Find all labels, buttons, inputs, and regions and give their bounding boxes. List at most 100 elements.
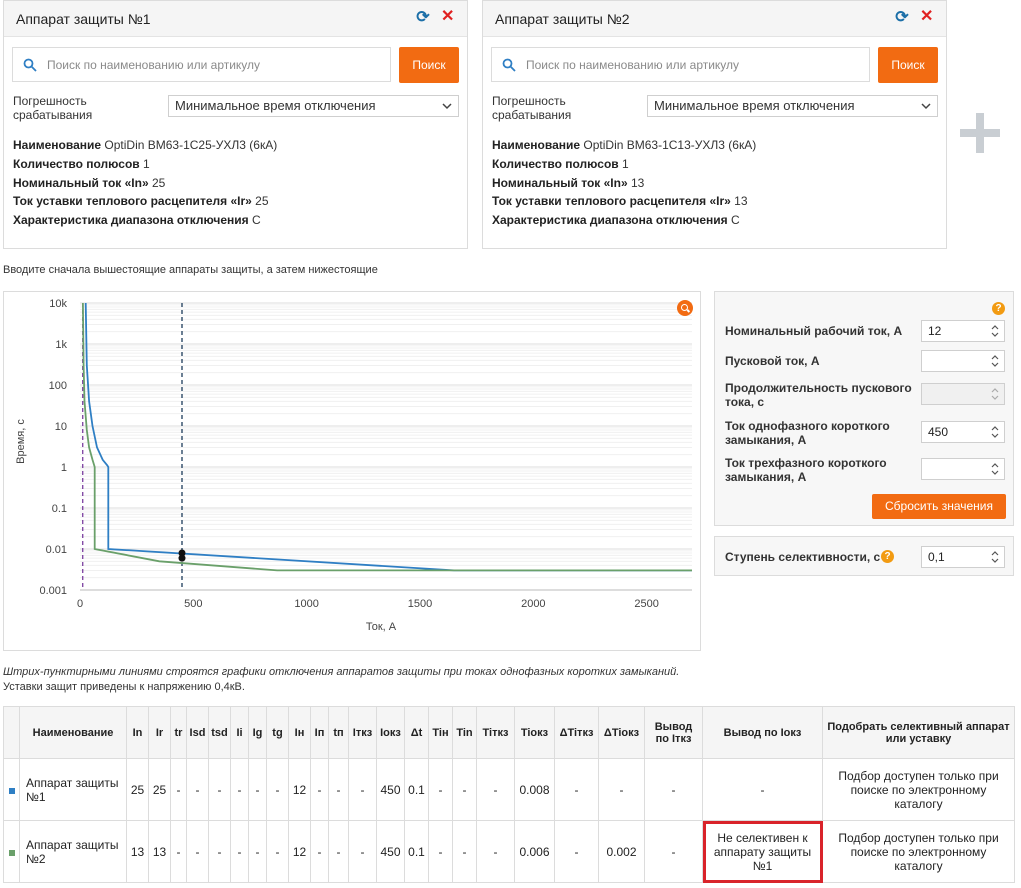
table-cell: -: [554, 820, 599, 883]
info-characteristic: Характеристика диапазона отключения C: [13, 213, 261, 227]
sc3-label: Ток трехфазного короткого замыкания, А: [725, 456, 887, 484]
y-tick-label: 0.1: [52, 503, 67, 515]
spinner-icon[interactable]: [990, 549, 1000, 565]
series-color-square: [8, 849, 15, 856]
accuracy-select-value: Минимальное время отключения: [175, 98, 376, 113]
order-hint: Вводите сначала вышестоящие аппараты защ…: [3, 264, 378, 276]
table-cell: -: [476, 820, 515, 883]
info-label: Количество полюсов: [13, 157, 140, 171]
search-icon: [23, 58, 37, 72]
table-cell: -: [428, 820, 453, 883]
refresh-icon[interactable]: ⟳: [416, 9, 430, 26]
series-color-square: [8, 787, 15, 794]
table-cell: 13: [148, 820, 171, 883]
start-duration-label: Продолжительность пускового тока, с: [725, 381, 912, 409]
panel-header: Аппарат защиты №1 ⟳ ✕: [4, 1, 467, 37]
sc1-input[interactable]: 450: [921, 421, 1005, 443]
header-cell: Isd: [186, 706, 209, 759]
selectivity-step-label: Ступень селективности, с: [725, 550, 881, 564]
header-cell: Ir: [148, 706, 171, 759]
chevron-down-icon: [442, 103, 452, 110]
table-cell: -: [170, 758, 187, 821]
search-input[interactable]: [45, 55, 375, 75]
search-input[interactable]: [524, 55, 854, 75]
series-marker: [3, 820, 20, 883]
x-tick-label: 1000: [294, 598, 318, 610]
y-axis-label: Время, с: [15, 419, 27, 464]
device-panel-1: Аппарат защиты №1 ⟳ ✕ Поиск Погрешность …: [3, 0, 468, 249]
info-name: Наименование OptiDin ВМ63-1С13-УХЛ3 (6кА…: [492, 138, 756, 152]
help-icon[interactable]: ?: [992, 302, 1005, 315]
start-duration-input[interactable]: [921, 383, 1005, 405]
info-value: 25: [151, 176, 166, 190]
header-cell: Iткз: [348, 706, 377, 759]
spinner-icon[interactable]: [990, 353, 1000, 369]
add-device-plus-icon[interactable]: [960, 113, 1000, 153]
close-icon[interactable]: ✕: [441, 8, 455, 25]
info-poles: Количество полюсов 1: [492, 157, 629, 171]
table-header-row: Наименование In Ir tr Isd tsd Ii Ig tg I…: [3, 706, 1015, 759]
sc3-input[interactable]: [921, 458, 1005, 480]
results-table: Наименование In Ir tr Isd tsd Ii Ig tg I…: [3, 706, 1015, 883]
spinner-icon[interactable]: [990, 323, 1000, 339]
help-icon[interactable]: ?: [881, 550, 894, 563]
header-cell: ΔTiткз: [554, 706, 599, 759]
x-tick-label: 2500: [634, 598, 658, 610]
info-label: Характеристика диапазона отключения: [492, 213, 728, 227]
info-thermal: Ток уставки теплового расцепителя «Ir» 1…: [492, 194, 748, 208]
info-label: Номинальный ток «In»: [492, 176, 628, 190]
intersection-point: [178, 554, 186, 562]
table-cell: -: [476, 758, 515, 821]
selectivity-step-panel: Ступень селективности, с ? 0,1: [714, 536, 1014, 576]
trip-curve: [82, 302, 692, 572]
accuracy-label: Погрешность срабатывания: [492, 94, 572, 122]
table-cell: -: [452, 758, 477, 821]
table-cell: 0.1: [404, 758, 429, 821]
time-current-chart: 10k 1k 100 10 1 0.1 0.01 0.001 0 500 1000 1500 2000 2…: [15, 298, 692, 633]
x-tick-label: 500: [184, 598, 202, 610]
refresh-icon[interactable]: ⟳: [895, 9, 909, 26]
start-current-input[interactable]: [921, 350, 1005, 372]
table-cell: -: [328, 820, 349, 883]
selectivity-step-input[interactable]: 0,1: [921, 546, 1005, 568]
close-icon[interactable]: ✕: [920, 8, 934, 25]
search-button[interactable]: Поиск: [399, 47, 459, 83]
table-cell: -: [348, 820, 377, 883]
spinner-icon[interactable]: [990, 424, 1000, 440]
info-label: Наименование: [492, 138, 581, 152]
settings-note: Уставки защит приведены к напряжению 0,4…: [3, 681, 245, 693]
x-tick-label: 0: [77, 598, 83, 610]
accuracy-select[interactable]: Минимальное время отключения: [168, 95, 459, 117]
table-cell: 0.006: [514, 820, 555, 883]
info-label: Наименование: [13, 138, 102, 152]
table-cell: -: [248, 758, 267, 821]
table-cell: -: [452, 820, 477, 883]
info-name: Наименование OptiDin ВМ63-1С25-УХЛ3 (6кА…: [13, 138, 277, 152]
search-field[interactable]: [491, 47, 870, 82]
reset-button[interactable]: Сбросить значения: [872, 494, 1006, 519]
search-field[interactable]: [12, 47, 391, 82]
table-cell: 25: [126, 758, 149, 821]
table-cell: 450: [376, 820, 405, 883]
rated-current-label: Номинальный рабочий ток, А: [725, 324, 903, 338]
table-cell: -: [208, 820, 231, 883]
intersection-point: [178, 549, 186, 557]
search-button[interactable]: Поиск: [878, 47, 938, 83]
search-icon: [502, 58, 516, 72]
header-cell: Подобрать селективный аппарат или уставк…: [822, 706, 1015, 759]
rated-current-value: 12: [928, 324, 942, 338]
info-value: 1: [622, 157, 629, 171]
zoom-icon[interactable]: [677, 300, 693, 316]
info-label: Характеристика диапазона отключения: [13, 213, 249, 227]
info-nominal: Номинальный ток «In» 25: [13, 176, 165, 190]
spinner-icon[interactable]: [990, 461, 1000, 477]
table-cell: 12: [288, 758, 311, 821]
accuracy-select[interactable]: Минимальное время отключения: [647, 95, 938, 117]
header-cell: tsd: [208, 706, 231, 759]
spinner-icon[interactable]: [990, 386, 1000, 402]
calc-panel: ? Номинальный рабочий ток, А 12 Пусковой…: [714, 291, 1014, 526]
table-cell: -: [348, 758, 377, 821]
panel-header: Аппарат защиты №2 ⟳ ✕: [483, 1, 946, 37]
header-cell: Δt: [404, 706, 429, 759]
rated-current-input[interactable]: 12: [921, 320, 1005, 342]
